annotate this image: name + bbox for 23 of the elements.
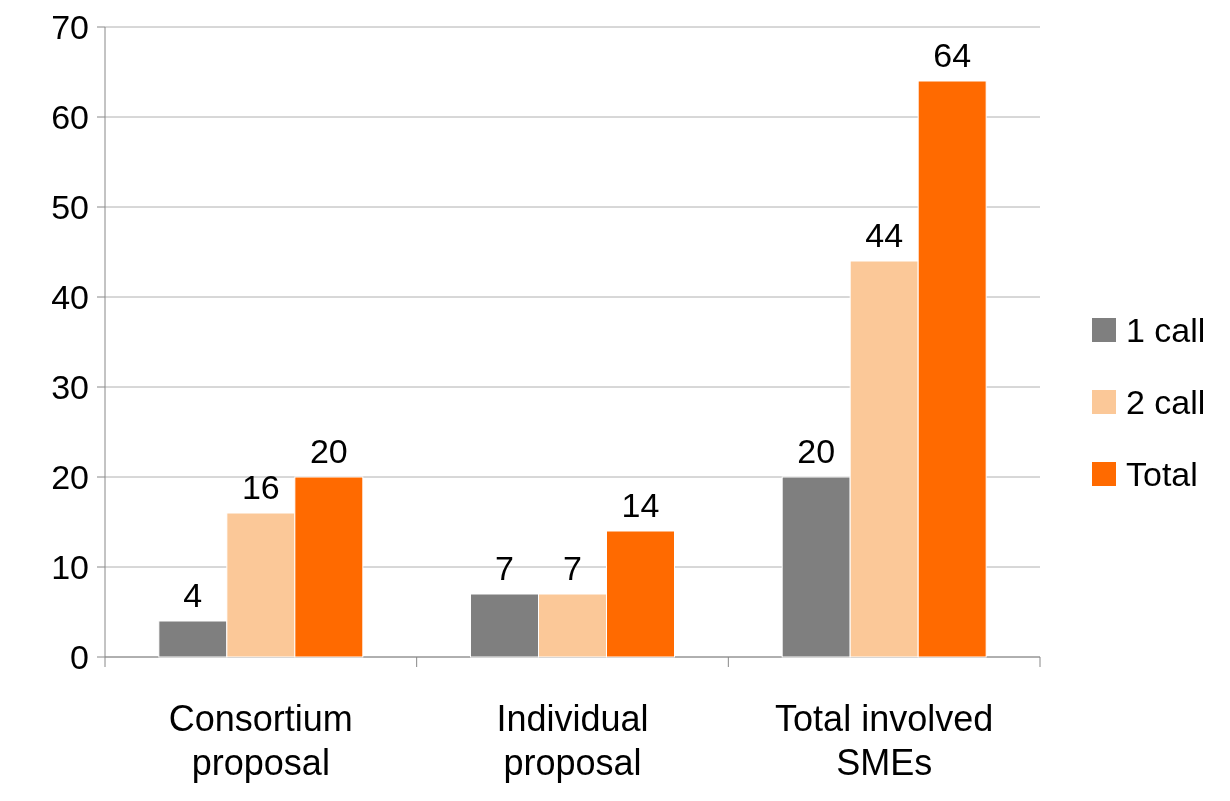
y-tick-label: 30 xyxy=(51,367,89,406)
legend-label: 1 call xyxy=(1126,310,1206,349)
data-label: 4 xyxy=(183,576,203,614)
x-tick-label: Individual proposal xyxy=(496,698,649,783)
data-label: 64 xyxy=(933,36,972,74)
data-label: 44 xyxy=(865,216,904,254)
legend-label: 2 call xyxy=(1126,382,1206,421)
data-label: 20 xyxy=(797,432,836,470)
data-label: 7 xyxy=(563,549,582,587)
y-tick-label: 10 xyxy=(51,547,89,586)
data-label: 16 xyxy=(241,468,280,506)
y-tick-label: 20 xyxy=(51,457,89,496)
legend-label: Total xyxy=(1126,454,1198,493)
x-tick-label: Consortium proposal xyxy=(168,698,353,783)
x-tick-label: Total involved SMEs xyxy=(775,698,994,783)
data-label: 14 xyxy=(621,486,660,524)
data-label: 20 xyxy=(309,432,348,470)
y-tick-label: 60 xyxy=(51,97,89,136)
y-tick-label: 40 xyxy=(51,277,89,316)
y-tick-label: 0 xyxy=(70,637,89,676)
y-tick-label: 50 xyxy=(51,187,89,226)
y-tick-label: 70 xyxy=(51,7,89,46)
data-label: 7 xyxy=(495,549,514,587)
